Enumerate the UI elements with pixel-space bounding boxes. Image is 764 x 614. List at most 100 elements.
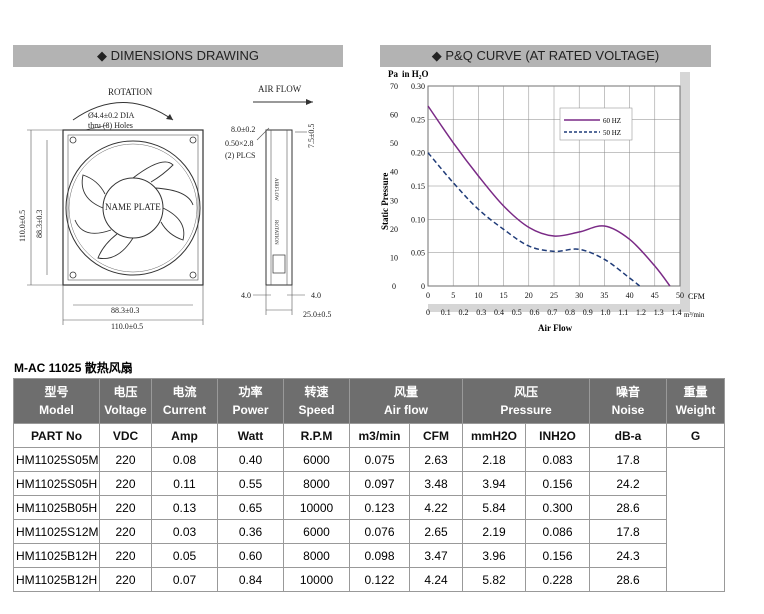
mounting-holes	[69, 136, 197, 279]
legend-label-50hz: 50 HZ	[603, 129, 621, 137]
hole-spec-line2: thru (8) Holes	[88, 121, 133, 130]
table-row: HM11025S05M 220 0.08 0.40 6000 0.075 2.63 2.18 0…	[13, 447, 725, 592]
table-row: HM11025B12H 220 0.07 0.84 10000 0.122 4.24 5.82…	[13, 567, 725, 592]
dim-2plcs: (2) PLCS	[225, 151, 255, 160]
table-cell: 0.60	[217, 543, 284, 568]
x-tick-cfm: 40	[626, 291, 634, 300]
table-cell: 0.40	[217, 447, 284, 472]
x-unit-cfm: CFM	[688, 292, 705, 301]
x-tick-cfm: 10	[474, 291, 482, 300]
table-cell: 0.122	[349, 567, 410, 592]
x-axis-label: Air Flow	[538, 323, 573, 333]
table-cell: 4.22	[409, 495, 463, 520]
y-tick-inh2o: 0	[421, 282, 425, 291]
column-header: 电流 Current	[151, 378, 218, 424]
table-cell: 10000	[283, 567, 350, 592]
table-cell: 24.3	[589, 543, 667, 568]
dimensions-drawing: ROTATION Ø4.4±0.2 DIA thru (8) Holes NAM…	[18, 84, 331, 331]
table-cell: 0.097	[349, 471, 410, 496]
table-row: HM11025B05H 220 0.13 0.65 10000 0.123 4.22 5.84…	[13, 495, 725, 520]
side-airflow-label: AIRFLOW	[273, 178, 278, 201]
x-tick-m3: 0.2	[458, 308, 468, 317]
table-cell: 0.11	[151, 471, 218, 496]
chart-grid	[427, 85, 681, 287]
unit-cell: m3/min	[349, 423, 410, 448]
y-tick-pa: 50	[390, 139, 398, 148]
table-cell: 8000	[283, 471, 350, 496]
table-header-row: 型号 Model 电压 Voltage 电流 Current 功率 Power 转速 Speed 风…	[13, 378, 725, 424]
table-cell: 17.8	[589, 447, 667, 472]
airflow-label: AIR FLOW	[258, 84, 302, 94]
table-cell: 5.82	[462, 567, 526, 592]
weight-cell	[666, 447, 725, 592]
x-tick-m3: 0.7	[547, 308, 557, 317]
table-cell: 3.96	[462, 543, 526, 568]
table-cell: 0.05	[151, 543, 218, 568]
column-header: 功率 Power	[217, 378, 284, 424]
table-cell: 0.075	[349, 447, 410, 472]
x-tick-m3: 0.6	[529, 308, 539, 317]
x-tick-m3: 0.8	[565, 308, 575, 317]
table-cell: 2.65	[409, 519, 463, 544]
column-header: 转速 Speed	[283, 378, 350, 424]
table-cell: 3.48	[409, 471, 463, 496]
model-cell: HM11025B05H	[13, 495, 100, 520]
table-cell: 0.083	[525, 447, 590, 472]
table-cell: 0.086	[525, 519, 590, 544]
y-tick-inh2o: 0.15	[411, 182, 425, 191]
model-cell: HM11025S05H	[13, 471, 100, 496]
curve-60hz	[427, 105, 671, 287]
table-cell: 5.84	[462, 495, 526, 520]
table-cell: 220	[99, 519, 152, 544]
table-row: HM11025S12M 220 0.03 0.36 6000 0.076 2.65 2.19 0…	[13, 519, 725, 544]
y-tick-pa: 0	[392, 282, 396, 291]
table-cell: 24.2	[589, 471, 667, 496]
table-cell: 8000	[283, 543, 350, 568]
y-tick-pa: 60	[390, 111, 398, 120]
unit-cell: G	[666, 423, 725, 448]
chart-legend: 60 HZ 50 HZ	[559, 107, 633, 141]
dim-75: 7.5±0.5	[307, 124, 316, 148]
diamond-icon: ◆	[97, 48, 111, 63]
dim-88-side: 88.3±0.3	[35, 210, 44, 238]
unit-cell: R.P.M	[283, 423, 350, 448]
unit-cell: CFM	[409, 423, 463, 448]
table-cell: 220	[99, 567, 152, 592]
fan-blades	[74, 161, 194, 260]
table-row: HM11025B12H 220 0.05 0.60 8000 0.098 3.47 3.96 0…	[13, 543, 725, 568]
dim-050: 0.50×2.8	[225, 139, 254, 148]
y-tick-inh2o: 0.30	[411, 82, 425, 91]
unit-cell: mmH2O	[462, 423, 526, 448]
table-cell: 6000	[283, 519, 350, 544]
x-tick-m3: 0.9	[583, 308, 593, 317]
y-tick-inh2o: 0.20	[411, 149, 425, 158]
name-plate-label: NAME PLATE	[105, 202, 161, 212]
unit-cell: INH2O	[525, 423, 590, 448]
dim-110-bottom: 110.0±0.5	[111, 322, 143, 331]
x-tick-cfm: 20	[525, 291, 533, 300]
fan-frame-outer	[62, 129, 204, 286]
table-cell: 17.8	[589, 519, 667, 544]
dim-25: 25.0±0.5	[303, 310, 331, 319]
x-tick-cfm: 15	[500, 291, 508, 300]
table-cell: 0.08	[151, 447, 218, 472]
unit-cell: dB-a	[589, 423, 667, 448]
x-tick-cfm: 25	[550, 291, 558, 300]
curve-50hz	[427, 152, 641, 287]
unit-cell: Watt	[217, 423, 284, 448]
x-tick-cfm: 50	[676, 291, 684, 300]
y-tick-pa: 70	[390, 82, 398, 91]
dim-4-left: 4.0	[241, 291, 251, 300]
legend-label-60hz: 60 HZ	[603, 117, 621, 125]
column-header: 风量 Air flow	[349, 378, 463, 424]
x-tick-m3: 1.3	[654, 308, 664, 317]
table-cell: 10000	[283, 495, 350, 520]
x-tick-m3: 1.4	[671, 308, 681, 317]
x-tick-m3: 0.4	[494, 308, 504, 317]
table-cell: 0.07	[151, 567, 218, 592]
y-tick-pa: 10	[390, 253, 398, 262]
table-cell: 220	[99, 543, 152, 568]
unit-cell: Amp	[151, 423, 218, 448]
model-cell: HM11025B12H	[13, 543, 100, 568]
x-tick-cfm: 30	[575, 291, 583, 300]
